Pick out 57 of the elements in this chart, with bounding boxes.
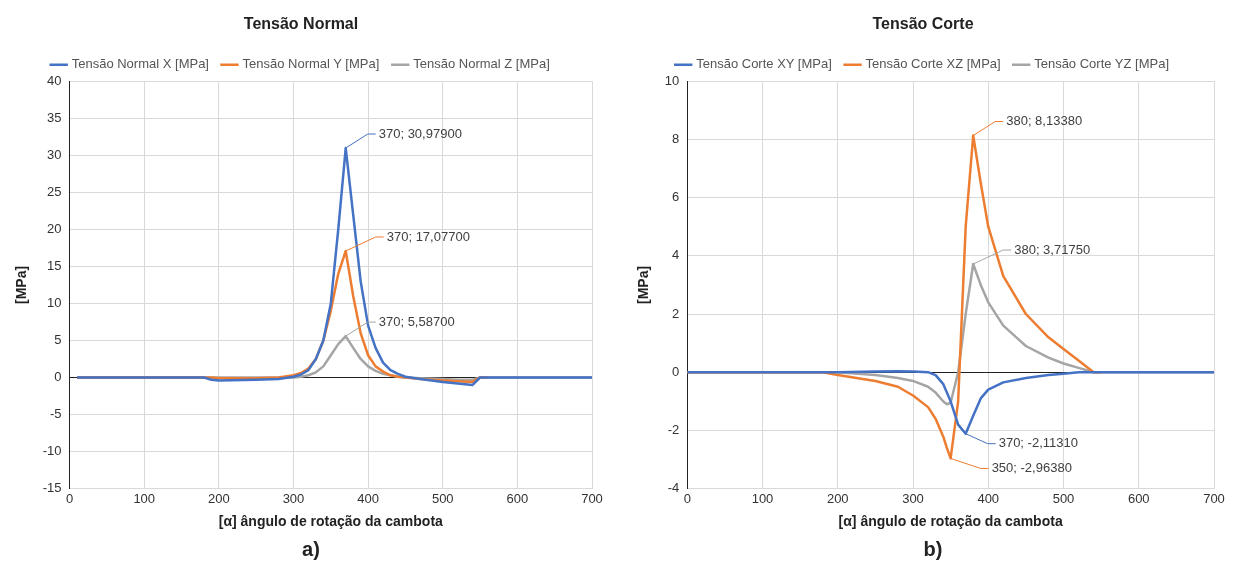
text: a) [301, 538, 321, 561]
y-tick-label: 40 [47, 72, 62, 88]
x-tick-label: 700 [1203, 490, 1225, 506]
x-tick-label: 400 [357, 490, 379, 506]
y-tick-label: -5 [50, 406, 62, 422]
y-tick-label: 30 [47, 146, 62, 162]
x-tick-label: 600 [1127, 490, 1150, 506]
y-tick-label: -4 [667, 480, 680, 496]
x-tick-label: 200 [208, 490, 230, 506]
legend-label: Tensão Normal Z [MPa] [413, 56, 550, 72]
x-axis-title: [α] ângulo de rotação da cambota [218, 513, 444, 530]
chart-title: Tensão Normal [243, 15, 359, 33]
x-tick-label: 700 [581, 490, 603, 506]
x-axis-title: [α] ângulo de rotação da cambota [838, 513, 1063, 530]
legend-label: Tensão Corte XZ [MPa] [865, 56, 1001, 72]
y-tick-label: 2 [672, 305, 680, 321]
legend-label: Tensão Corte XY [MPa] [696, 56, 832, 72]
x-tick-label: 0 [65, 490, 74, 506]
annotation: 370; 30,97900 [378, 125, 462, 141]
annotation: 380; 8,13380 [1006, 113, 1083, 129]
y-tick-label: 0 [54, 369, 62, 385]
x-tick-label: 300 [282, 490, 305, 506]
y-tick-label: 25 [47, 183, 62, 199]
legend-label: Tensão Normal Y [MPa] [242, 56, 380, 72]
y-tick-label: -10 [42, 443, 62, 459]
y-tick-label: 15 [47, 257, 62, 273]
x-tick-label: 600 [506, 490, 529, 506]
x-tick-label: 100 [751, 490, 774, 506]
x-tick-label: 300 [902, 490, 924, 506]
chart-title: Tensão Corte [872, 15, 974, 33]
y-axis-title: [MPa] [635, 265, 652, 304]
y-tick-label: -15 [42, 480, 62, 496]
annotation: 370; 5,58700 [378, 313, 455, 329]
y-axis-title: [MPa] [13, 265, 30, 304]
y-tick-label: 10 [47, 295, 62, 310]
x-tick-label: 500 [431, 490, 454, 506]
y-tick-label: 5 [54, 332, 62, 348]
text: b) [922, 538, 944, 561]
annotation: 370; 17,07700 [386, 228, 470, 244]
x-tick-label: 500 [1052, 490, 1075, 506]
y-tick-label: 6 [672, 189, 680, 205]
x-tick-label: 200 [826, 490, 849, 506]
x-tick-label: 0 [683, 490, 691, 506]
y-tick-label: 35 [47, 109, 62, 125]
y-tick-label: 8 [672, 130, 680, 146]
legend-label: Tensão Corte YZ [MPa] [1034, 56, 1170, 72]
x-tick-label: 400 [977, 490, 1000, 506]
annotation: 370; -2,11310 [998, 435, 1078, 451]
annotation: 380; 3,71750 [1014, 241, 1091, 257]
legend-label: Tensão Normal X [MPa] [71, 56, 209, 72]
y-tick-label: 4 [672, 247, 680, 263]
y-tick-label: 10 [664, 72, 680, 88]
y-tick-label: 20 [47, 220, 62, 236]
y-tick-label: -2 [667, 421, 680, 437]
y-tick-label: 0 [672, 363, 680, 379]
annotation: 350; -2,96380 [991, 460, 1072, 476]
x-tick-label: 100 [133, 490, 156, 506]
